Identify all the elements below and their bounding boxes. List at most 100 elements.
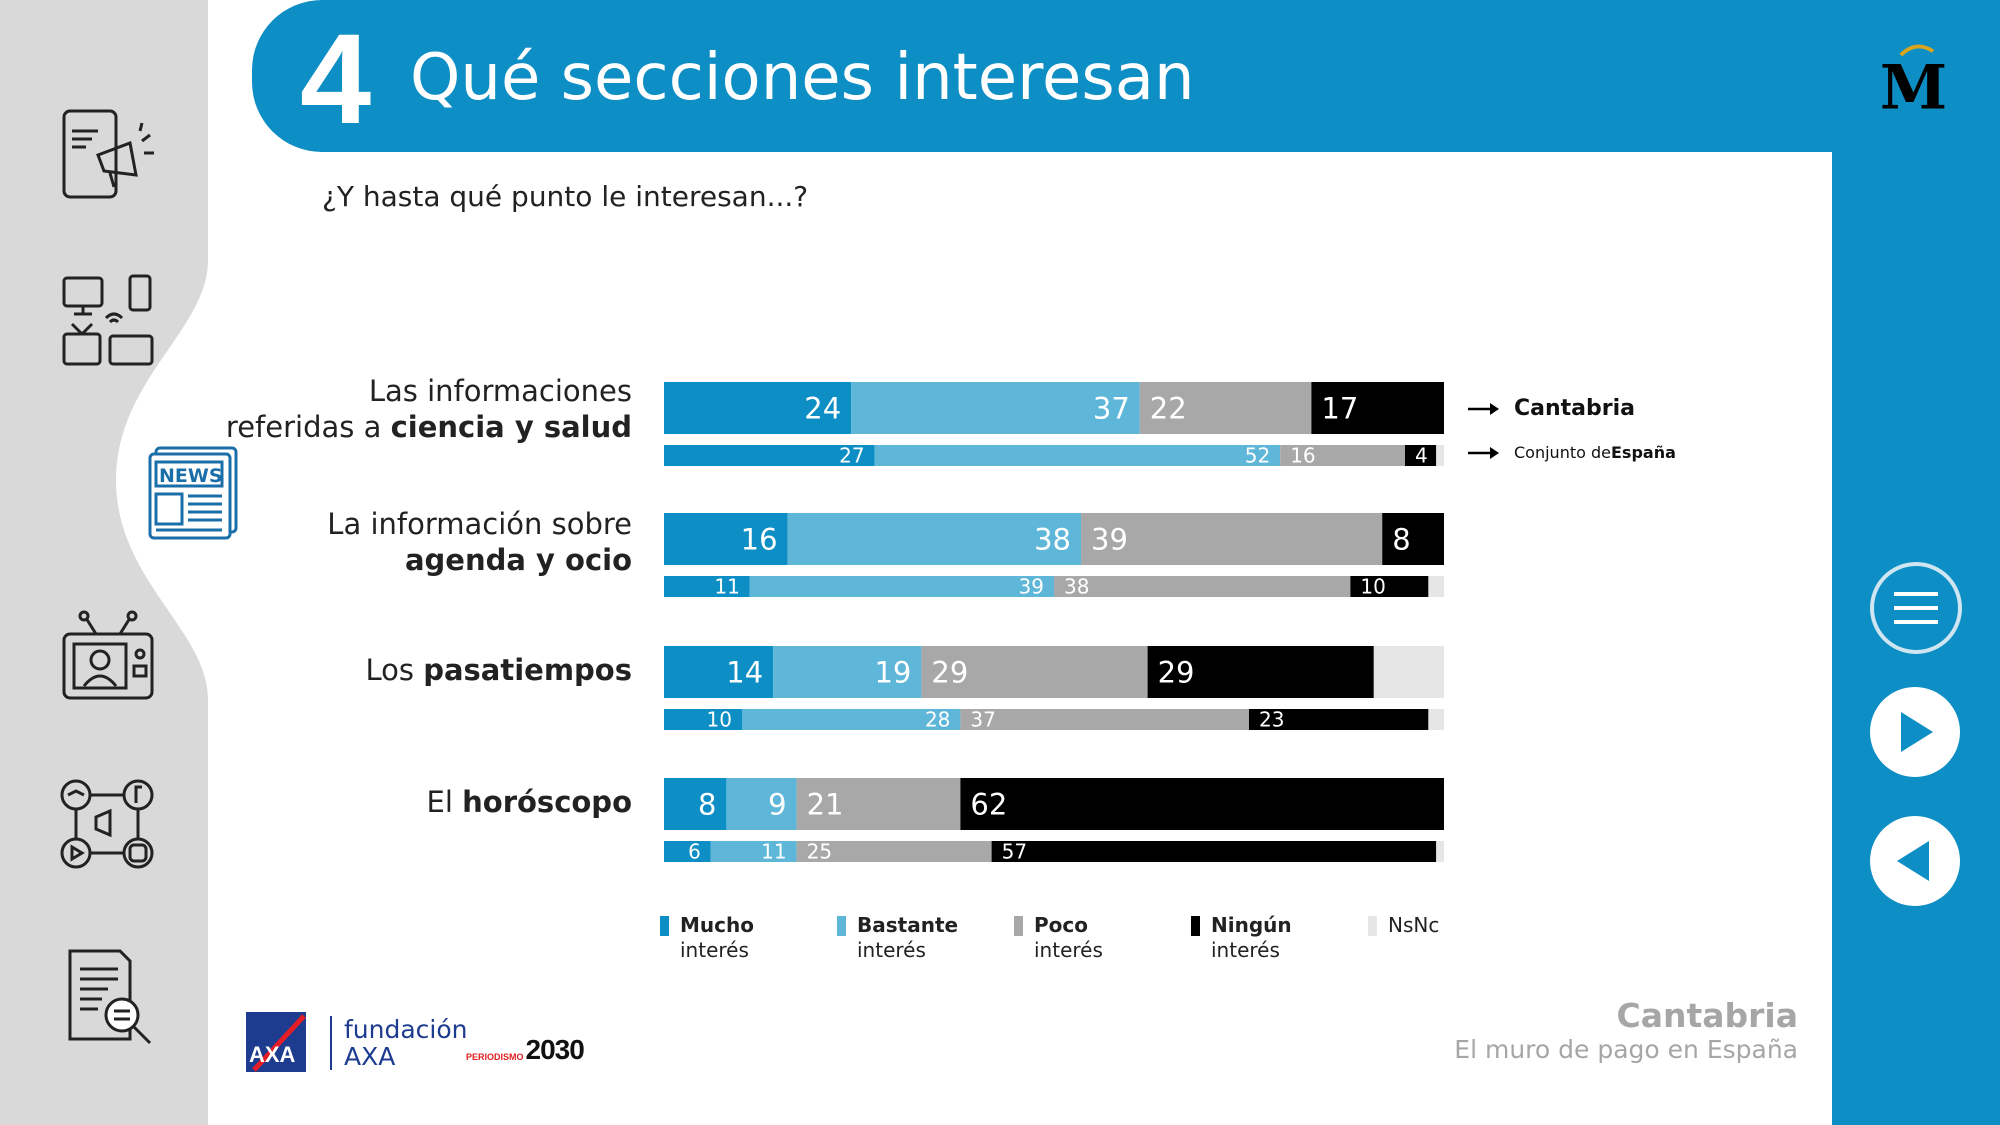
data-label-cantabria-1-2: 37 xyxy=(1093,391,1130,425)
data-label-espana-1-1: 27 xyxy=(839,444,864,468)
data-label-espana-2-2: 39 xyxy=(1019,575,1044,599)
menu-icon xyxy=(1894,592,1938,624)
bar-segment-cantabria-2-3 xyxy=(1081,513,1383,565)
bar-segment-espana-4-5 xyxy=(1436,841,1444,862)
menu-button[interactable] xyxy=(1870,562,1962,654)
data-label-espana-1-2: 52 xyxy=(1245,444,1270,468)
play-icon xyxy=(1901,712,1933,752)
bar-segment-espana-2-4 xyxy=(1350,576,1429,597)
header-banner xyxy=(252,0,2000,152)
back-button[interactable] xyxy=(1870,816,1960,906)
data-label-cantabria-3-2: 19 xyxy=(874,655,911,689)
bar-segment-espana-2-5 xyxy=(1428,576,1444,597)
arrow-right-icon xyxy=(1468,446,1499,459)
arrow-right-icon xyxy=(1468,402,1499,415)
bar-segment-cantabria-3-4 xyxy=(1147,646,1374,698)
media-devices-icon[interactable] xyxy=(58,272,158,372)
document-search-icon[interactable] xyxy=(58,945,158,1045)
bar-segment-cantabria-2-2 xyxy=(787,513,1082,565)
left-navigation-rail: NEWS xyxy=(0,0,238,1125)
data-label-espana-3-1: 10 xyxy=(707,708,732,732)
legend-swatch xyxy=(837,916,846,936)
m-logo-icon[interactable]: M xyxy=(1878,38,1954,123)
legend-item-poco: Poco interés xyxy=(1014,913,1191,963)
legend-item-bastante: Bastante interés xyxy=(837,913,1014,963)
bar-segment-cantabria-1-2 xyxy=(851,382,1140,434)
svg-text:M: M xyxy=(1880,52,1947,114)
bar-segment-espana-3-1 xyxy=(664,709,742,730)
social-media-icon[interactable] xyxy=(58,773,158,873)
data-label-espana-3-3: 37 xyxy=(970,708,995,732)
bar-segment-espana-4-4 xyxy=(991,841,1437,862)
series-key-cantabria: Cantabria xyxy=(1468,396,1635,421)
next-button[interactable] xyxy=(1870,687,1960,777)
bar-segment-cantabria-3-5 xyxy=(1373,646,1444,698)
data-label-cantabria-1-3: 22 xyxy=(1150,391,1187,425)
bar-segment-cantabria-3-2 xyxy=(773,646,922,698)
category-label-horoscopo: El horóscopo xyxy=(426,785,632,819)
data-label-cantabria-1-1: 24 xyxy=(804,391,841,425)
bar-segment-espana-1-4 xyxy=(1405,445,1437,466)
bar-segment-cantabria-1-3 xyxy=(1139,382,1312,434)
series-key-espana: Conjunto de España xyxy=(1468,443,1676,462)
data-label-cantabria-4-1: 8 xyxy=(698,787,716,821)
bar-segment-espana-3-2 xyxy=(742,709,961,730)
data-label-espana-4-2: 11 xyxy=(761,840,786,864)
bar-segment-espana-3-4 xyxy=(1249,709,1429,730)
chart-legend: Mucho interés Bastante interés Poco interés… xyxy=(660,913,1458,963)
category-label-ciencia: Las informaciones referidas a ciencia y … xyxy=(225,374,632,444)
bar-segment-cantabria-2-4 xyxy=(1382,513,1444,565)
data-label-cantabria-4-3: 21 xyxy=(807,787,844,821)
data-label-cantabria-2-1: 16 xyxy=(741,522,778,556)
bar-segment-espana-1-1 xyxy=(664,445,875,466)
data-label-cantabria-2-3: 39 xyxy=(1091,522,1128,556)
periodismo-2030-logo: PERIODISMO 2030 xyxy=(466,1034,585,1065)
data-label-cantabria-3-1: 14 xyxy=(726,655,763,689)
bar-segment-espana-3-5 xyxy=(1428,709,1444,730)
data-label-cantabria-2-4: 8 xyxy=(1392,522,1410,556)
bar-segment-cantabria-1-1 xyxy=(664,382,852,434)
bar-segment-espana-2-2 xyxy=(749,576,1054,597)
legend-swatch xyxy=(660,916,669,936)
data-label-cantabria-4-2: 9 xyxy=(768,787,786,821)
legend-item-mucho: Mucho interés xyxy=(660,913,837,963)
bar-segment-espana-1-3 xyxy=(1280,445,1405,466)
data-label-espana-4-3: 25 xyxy=(807,840,832,864)
bar-segment-espana-1-2 xyxy=(874,445,1281,466)
bar-segment-cantabria-4-4 xyxy=(960,778,1444,830)
fundacion-axa-text: fundación AXA xyxy=(330,1016,468,1070)
data-label-espana-1-4: 4 xyxy=(1415,444,1428,468)
section-number: 4 xyxy=(300,8,372,151)
bar-segment-espana-1-5 xyxy=(1436,445,1444,466)
bar-segment-cantabria-3-3 xyxy=(921,646,1148,698)
data-label-espana-1-3: 16 xyxy=(1290,444,1315,468)
bar-segment-cantabria-3-1 xyxy=(664,646,774,698)
rail-wave-shape xyxy=(116,0,208,1125)
back-icon xyxy=(1897,841,1929,881)
legend-item-nsnc: NsNc xyxy=(1368,913,1458,963)
digital-marketing-icon[interactable] xyxy=(58,105,158,205)
category-label-agenda: La información sobre agenda y ocio xyxy=(327,507,632,577)
bar-segment-espana-4-1 xyxy=(664,841,711,862)
bar-segment-espana-4-2 xyxy=(710,841,797,862)
data-label-cantabria-4-4: 62 xyxy=(970,787,1007,821)
footer-region: Cantabria xyxy=(1616,996,1799,1035)
legend-swatch xyxy=(1014,916,1023,936)
news-icon[interactable]: NEWS xyxy=(146,440,246,540)
bar-segment-espana-3-3 xyxy=(960,709,1249,730)
data-label-espana-4-1: 6 xyxy=(688,840,701,864)
data-label-espana-3-4: 23 xyxy=(1259,708,1284,732)
axa-logo: AXA xyxy=(246,1012,306,1072)
data-label-espana-2-1: 11 xyxy=(714,575,739,599)
legend-item-ningun: Ningún interés xyxy=(1191,913,1368,963)
data-label-cantabria-3-3: 29 xyxy=(931,655,968,689)
data-label-cantabria-3-4: 29 xyxy=(1158,655,1195,689)
page-title: Qué secciones interesan xyxy=(410,41,1195,115)
bar-segment-espana-2-1 xyxy=(664,576,750,597)
bar-segment-cantabria-4-2 xyxy=(726,778,797,830)
tv-presenter-icon[interactable] xyxy=(58,608,158,708)
data-label-espana-4-4: 57 xyxy=(1002,840,1027,864)
bar-segment-espana-4-3 xyxy=(796,841,992,862)
svg-text:AXA: AXA xyxy=(249,1042,296,1067)
